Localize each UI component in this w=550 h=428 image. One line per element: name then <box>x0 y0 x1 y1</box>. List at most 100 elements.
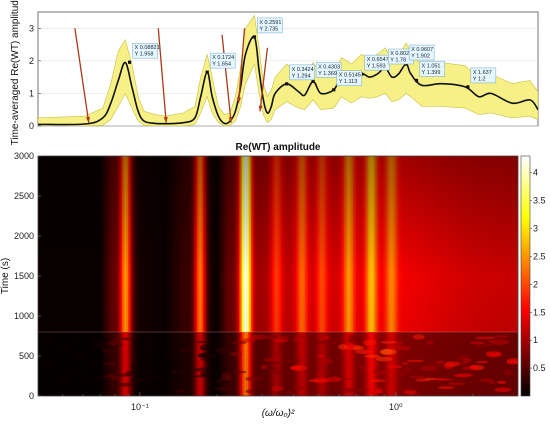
heatmap-noise-blob <box>376 356 393 362</box>
heatmap-noise-blob <box>65 369 86 373</box>
heatmap-noise-blob <box>298 335 310 339</box>
heatmap-noise-blob <box>338 344 348 350</box>
heatmap-noise-blob <box>387 364 402 369</box>
heatmap-noise-blob <box>93 380 103 384</box>
datatip-box <box>336 70 363 86</box>
arrow-shaft <box>221 34 232 123</box>
colorbar-tick-label: 3 <box>533 224 538 234</box>
heatmap-noise-blob <box>444 363 454 370</box>
heatmap-noise-blob <box>397 371 407 376</box>
colorbar-tick-label: 2.5 <box>533 251 546 261</box>
heatmap-noise-blob <box>38 362 47 366</box>
heatmap-noise-blob <box>293 385 307 390</box>
heatmap-noise-blob <box>448 381 466 386</box>
arrow-shaft <box>74 28 90 123</box>
peak-marker <box>466 85 470 89</box>
heatmap-noise-blob <box>401 362 409 365</box>
colorbar-tick-label: 3.5 <box>533 196 546 206</box>
heatmap-noise-blob <box>315 373 324 376</box>
heatmap-noise-blob <box>395 345 411 351</box>
heatmap-title: Re(WT) amplitude <box>236 142 321 153</box>
heatmap-noise-blob <box>372 368 383 372</box>
heatmap-noise-blob <box>426 340 434 345</box>
heatmap-noise-blob <box>214 343 225 347</box>
arrow-shaft <box>237 28 246 104</box>
heatmap-noise-blob <box>435 360 446 364</box>
datatip-x-label: X 1.051 <box>422 63 441 69</box>
datatip-y-label: Y 1.2 <box>473 76 486 82</box>
heatmap-noise-blob <box>117 382 134 387</box>
heatmap-noise-blob <box>469 364 479 370</box>
heatmap-noise-blob <box>212 380 232 384</box>
heatmap-noise-blob <box>229 352 243 357</box>
heatmap-noise-blob <box>234 370 247 374</box>
datatip-y-label: Y 2.735 <box>259 26 278 32</box>
datatip-box <box>209 52 236 69</box>
heatmap-noise-blob <box>352 345 365 351</box>
heatmap-noise-blob <box>271 385 284 392</box>
heatmap-noise-blob <box>490 339 510 346</box>
heatmap-x-ticks: 10⁻¹ 10⁰ <box>37 392 519 412</box>
arrow-head <box>85 116 90 123</box>
heatmap-noise-blob <box>420 366 438 372</box>
heatmap-noise-blob <box>269 370 288 375</box>
heatmap-noise-blob <box>363 339 376 346</box>
heatmap-noise-blob <box>407 359 424 363</box>
datatip-box <box>470 67 497 84</box>
red-arrows <box>74 28 269 123</box>
heatmap-noise-blob <box>196 340 206 344</box>
peak-marker <box>205 70 209 74</box>
heatmap-noise-blob <box>103 353 114 357</box>
colorbar-tick-label: 1 <box>533 335 538 345</box>
heatmap-noise-blob <box>412 377 428 380</box>
heatmap-noise-blob <box>479 378 494 382</box>
datatip-box <box>315 62 342 78</box>
heatmap-noise-blob <box>65 347 79 350</box>
heatmap-noise-blob <box>130 363 138 370</box>
time-averaged-line <box>38 35 538 126</box>
heatmap-noise-blob <box>79 378 92 384</box>
heatmap-noise-blob <box>339 387 355 394</box>
heatmap-noise-blob <box>354 388 372 391</box>
heatmap-noise-blob <box>401 368 412 373</box>
heatmap-noise-blob <box>200 357 219 361</box>
heatmap-noise-blob <box>215 340 226 343</box>
heatmap-noise-blob <box>71 357 86 363</box>
datatip-y-label: Y 1.654 <box>212 62 231 68</box>
heatmap-noise-blob <box>147 375 159 381</box>
heatmap-noise-blob <box>84 360 92 365</box>
heatmap-noise-blob <box>166 334 183 338</box>
datatip-x-label: X 0.4303 <box>318 64 340 70</box>
heatmap-noise-blob <box>242 338 257 343</box>
heatmap-noise-blob <box>245 376 265 382</box>
heatmap-noise-blob <box>263 357 283 363</box>
heatmap-y-tick-label: 500 <box>19 351 34 361</box>
top-y-ticks: 0 1 2 3 <box>29 23 41 131</box>
datatip-y-label: Y 1.113 <box>339 79 357 85</box>
heatmap-x-tick-label: 10⁰ <box>389 402 403 412</box>
heatmap-noise-blob <box>173 342 184 348</box>
colorbar-tick-label: 2 <box>533 279 538 289</box>
datatip-x-label: X 1.637 <box>473 70 492 76</box>
heatmap-noise-blob <box>494 334 509 338</box>
heatmap-noise-blob <box>473 343 487 348</box>
colorbar-tick-label: 0.5 <box>533 363 546 373</box>
heatmap-noise-blob <box>355 349 373 354</box>
datatip-x-label: X 0.2591 <box>259 20 281 26</box>
heatmap-noise-blob <box>475 336 496 340</box>
heatmap-y-axis-label: Time (s) <box>0 258 11 294</box>
heatmap-noise-blob <box>437 350 449 354</box>
heatmap-noise-blob <box>312 377 330 384</box>
heatmap-noise-blob <box>347 334 357 339</box>
heatmap-noise-blob <box>282 358 301 363</box>
datatip-box <box>419 61 445 77</box>
heatmap-noise-blob <box>99 391 117 394</box>
peak-marker <box>252 35 256 39</box>
heatmap-noise-blob <box>72 350 89 357</box>
